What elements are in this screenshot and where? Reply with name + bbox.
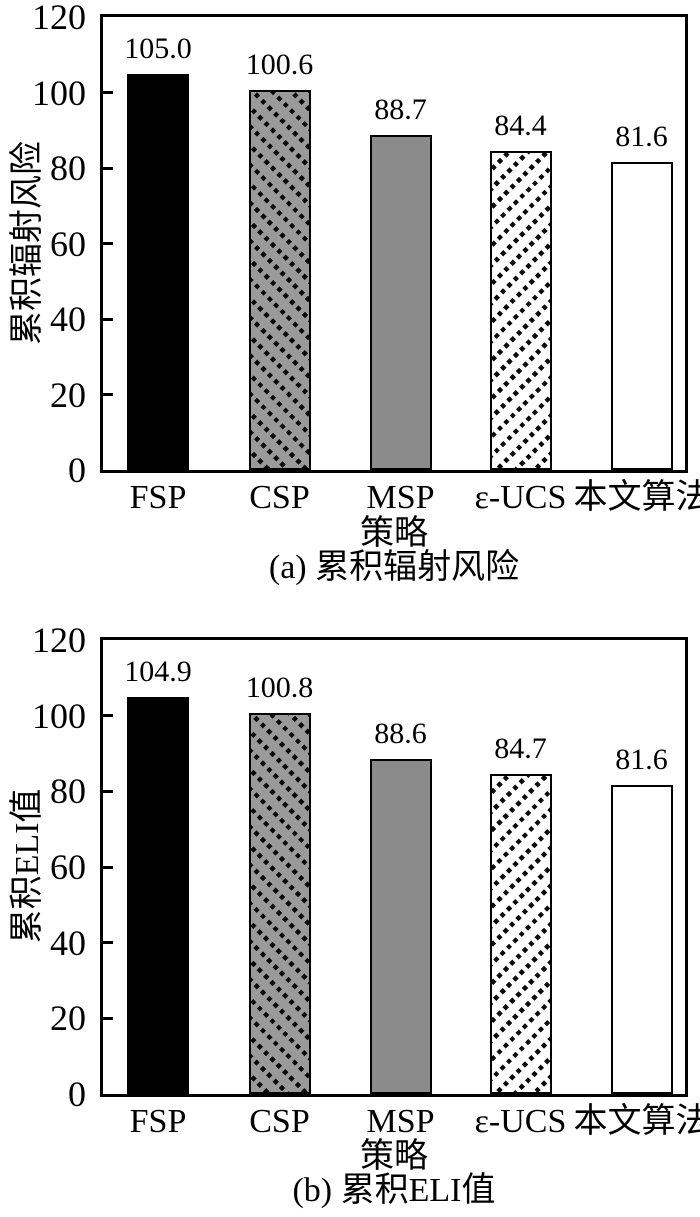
chart-b-x-axis-title: 策略 — [360, 1138, 428, 1175]
bar-cat-4 — [610, 161, 673, 470]
x-tick-label-cat-4: 本文算法 — [573, 479, 700, 516]
y-tick-label-20: 20 — [50, 998, 86, 1039]
y-tick-mark-60 — [103, 865, 113, 869]
value-label-fsp: 105.0 — [124, 31, 192, 65]
bar-ucs — [489, 151, 552, 470]
chart-a-x-axis-title: 策略 — [360, 515, 428, 552]
y-tick-label-80: 80 — [50, 148, 86, 188]
bar-csp — [248, 90, 311, 470]
x-tick-label-csp: CSP — [249, 1103, 310, 1140]
y-tick-label-20: 20 — [50, 374, 86, 415]
bar-csp — [248, 712, 311, 1094]
x-tick-label-ucs: ε-UCS — [474, 479, 567, 516]
value-label-cat-4: 81.6 — [615, 119, 668, 153]
y-tick-mark-20 — [103, 393, 113, 396]
y-tick-mark-60 — [103, 242, 113, 245]
value-label-ucs: 84.4 — [494, 109, 547, 143]
y-tick-label-100: 100 — [32, 695, 86, 736]
value-label-msp: 88.6 — [374, 716, 427, 750]
y-tick-label-0: 0 — [68, 450, 86, 490]
x-tick-label-csp: CSP — [249, 479, 310, 516]
bar-ucs — [489, 773, 552, 1094]
x-tick-label-fsp: FSP — [129, 479, 187, 516]
y-tick-label-120: 120 — [32, 0, 86, 37]
bar-msp — [369, 135, 432, 470]
chart-a-caption: (a) 累积辐射风险 — [268, 549, 520, 586]
value-label-csp: 100.6 — [245, 48, 314, 82]
y-tick-label-40: 40 — [50, 922, 86, 963]
x-tick-label-msp: MSP — [366, 1103, 435, 1140]
y-tick-label-40: 40 — [50, 299, 86, 339]
y-tick-label-0: 0 — [68, 1074, 86, 1114]
x-tick-label-msp: MSP — [366, 479, 435, 516]
x-tick-label-fsp: FSP — [129, 1103, 187, 1140]
y-tick-label-60: 60 — [50, 847, 86, 887]
y-tick-mark-100 — [103, 91, 113, 94]
y-tick-mark-40 — [103, 941, 113, 945]
y-tick-mark-40 — [103, 317, 113, 321]
bar-fsp — [127, 697, 189, 1094]
y-tick-mark-80 — [103, 166, 113, 170]
bar-cat-4 — [610, 785, 673, 1094]
value-label-csp: 100.8 — [245, 670, 314, 704]
y-tick-label-100: 100 — [32, 72, 86, 113]
y-tick-label-120: 120 — [32, 620, 86, 660]
chart-b-plot-area — [100, 637, 688, 1097]
bar-msp — [369, 758, 432, 1094]
y-tick-label-80: 80 — [50, 771, 86, 812]
value-label-fsp: 104.9 — [124, 655, 192, 689]
chart-b-caption: (b) 累积ELI值 — [292, 1172, 496, 1209]
y-tick-mark-20 — [103, 1016, 113, 1020]
chart-a-plot-area — [100, 14, 688, 473]
x-tick-label-cat-4: 本文算法 — [573, 1103, 700, 1140]
y-tick-mark-100 — [103, 714, 113, 718]
value-label-cat-4: 81.6 — [615, 743, 668, 777]
y-tick-label-60: 60 — [50, 223, 86, 264]
x-tick-label-ucs: ε-UCS — [474, 1103, 567, 1140]
value-label-ucs: 84.7 — [494, 731, 547, 765]
value-label-msp: 88.7 — [374, 93, 427, 127]
y-tick-mark-80 — [103, 789, 113, 793]
bar-fsp — [127, 73, 189, 470]
